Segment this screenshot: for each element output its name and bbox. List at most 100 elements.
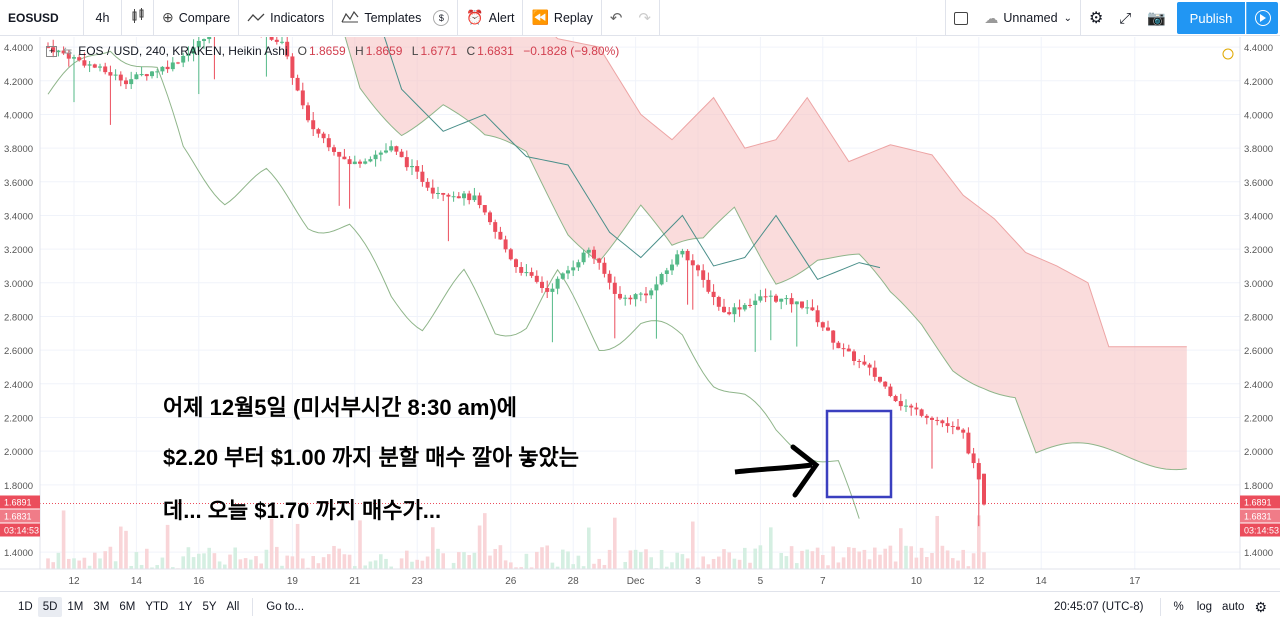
- snapshot-button[interactable]: 📷: [1139, 0, 1174, 36]
- undo-button[interactable]: ↶: [609, 9, 623, 27]
- left-price-tick: 1.4000: [4, 548, 33, 559]
- price-badge-text: 1.6891: [1244, 497, 1272, 507]
- volume-bar: [566, 551, 570, 569]
- log-toggle[interactable]: log: [1196, 601, 1213, 613]
- range-5y[interactable]: 5Y: [202, 600, 217, 613]
- range-6m[interactable]: 6M: [119, 600, 136, 613]
- candle-body: [316, 129, 321, 134]
- play-button[interactable]: [1246, 2, 1278, 34]
- volume-bar: [706, 564, 711, 569]
- volume-bar: [384, 558, 388, 569]
- volume-bar: [186, 547, 191, 569]
- percent-toggle[interactable]: %: [1173, 601, 1184, 613]
- replay-button[interactable]: ⏪ Replay: [523, 0, 602, 36]
- volume-bar: [649, 557, 653, 569]
- candle-body: [451, 196, 456, 198]
- volume-bar: [275, 546, 279, 569]
- candle-body: [103, 66, 108, 73]
- time-tick: 28: [568, 576, 580, 587]
- legend-title: EOS / USD, 240, KRAKEN, Heikin Ashi: [78, 44, 288, 58]
- chart-settings-button[interactable]: ⚙: [1249, 597, 1272, 617]
- volume-bar: [181, 556, 185, 569]
- candle-body: [181, 55, 186, 63]
- publish-button[interactable]: Publish: [1177, 2, 1245, 34]
- volume-bar: [727, 552, 731, 569]
- volume-bar: [904, 545, 908, 569]
- volume-bar: [722, 549, 726, 569]
- candle-body: [373, 154, 378, 160]
- candle-body: [98, 66, 102, 68]
- candle-body: [134, 74, 139, 80]
- range-1m[interactable]: 1M: [67, 600, 84, 613]
- range-3m[interactable]: 3M: [93, 600, 110, 613]
- layout-selector[interactable]: ☁ Unnamed ⌄: [976, 0, 1081, 36]
- auto-toggle[interactable]: auto: [1222, 601, 1245, 613]
- volume-bar: [269, 518, 274, 569]
- settings-button[interactable]: ⚙: [1081, 0, 1111, 36]
- annotation-line-3: 데... 오늘 $1.70 까지 매수가...: [163, 498, 442, 523]
- volume-bar: [888, 545, 893, 569]
- candle-body: [124, 80, 128, 85]
- volume-bar: [342, 554, 347, 569]
- symbol-search[interactable]: EOSUSD: [0, 0, 84, 36]
- candle-body: [612, 282, 617, 294]
- candles: [46, 37, 986, 527]
- candle-body: [581, 252, 586, 263]
- range-5d[interactable]: 5D: [37, 596, 63, 617]
- volume-bar: [72, 558, 76, 569]
- candle-body: [810, 307, 815, 311]
- range-1y[interactable]: 1Y: [178, 600, 193, 613]
- candle-body: [61, 50, 66, 54]
- price-chart[interactable]: 4.4000 4.4000 4.2000 4.2000 4.0000 4.0000 3.80…: [0, 37, 1280, 591]
- templates-button[interactable]: Templates $: [333, 0, 459, 36]
- volume-bar: [316, 563, 321, 569]
- candle-body: [347, 159, 352, 165]
- candle-body: [306, 105, 310, 121]
- layout-name: Unnamed: [1003, 11, 1058, 25]
- expand-button[interactable]: ⤢: [1111, 0, 1139, 36]
- arrow-shaft: [734, 462, 813, 475]
- templates-icon: [341, 10, 359, 26]
- time-tick: 26: [505, 576, 517, 587]
- range-1d[interactable]: 1D: [18, 600, 33, 613]
- volume-bar: [67, 558, 71, 569]
- left-price-tick: 3.6000: [4, 178, 33, 189]
- compare-label: Compare: [178, 10, 231, 25]
- range-all[interactable]: All: [226, 600, 240, 613]
- price-badge-text: 03:14:53: [4, 525, 39, 535]
- price-badge: [1240, 523, 1280, 537]
- volume-bar: [493, 548, 497, 569]
- volume-bar: [633, 549, 638, 569]
- volume-bar: [524, 553, 529, 569]
- chart-style-button[interactable]: [122, 0, 154, 36]
- volume-bar: [145, 548, 149, 569]
- candle-body: [196, 40, 201, 48]
- range-ytd[interactable]: YTD: [145, 600, 169, 613]
- compare-button[interactable]: ⊕ Compare: [154, 0, 240, 36]
- candle-body: [680, 250, 685, 255]
- candle-body: [924, 415, 929, 418]
- candle-body: [820, 322, 825, 328]
- candle-body: [971, 453, 976, 464]
- candle-body: [118, 74, 123, 81]
- volume-bar: [134, 552, 139, 569]
- volume-bar: [867, 559, 872, 569]
- volume-bar: [945, 550, 950, 569]
- volume-bar: [779, 552, 783, 569]
- redo-button[interactable]: ↷: [630, 0, 660, 36]
- indicators-button[interactable]: Indicators: [239, 0, 334, 36]
- volume-bar: [368, 561, 373, 569]
- open-value: 1.8659: [308, 44, 346, 58]
- alert-button[interactable]: ⏰ Alert: [458, 0, 524, 36]
- fullscreen-toggle[interactable]: [945, 0, 976, 36]
- goto-button[interactable]: Go to...: [266, 600, 305, 613]
- candles-icon: [131, 8, 145, 27]
- cloud-area: [345, 37, 1187, 470]
- candle-body: [446, 194, 451, 197]
- volume-bar: [124, 530, 128, 569]
- expand-legend-icon[interactable]: +: [46, 45, 57, 57]
- interval-selector[interactable]: 4h: [84, 0, 122, 36]
- low-label: L: [411, 44, 419, 58]
- candle-body: [410, 166, 414, 168]
- candle-body: [914, 407, 919, 410]
